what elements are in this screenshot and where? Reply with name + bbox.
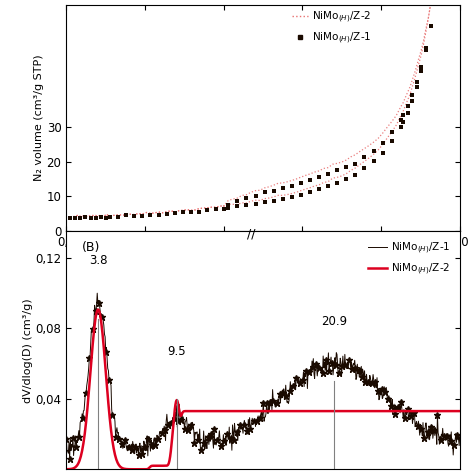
Text: 3.8: 3.8 — [89, 254, 107, 266]
NiMo$_{(H)}$/Z-1 — [94, 291, 100, 296]
Y-axis label: dV/dlog(D) (cm³/g): dV/dlog(D) (cm³/g) — [23, 298, 33, 402]
NiMo$_{(H)}$/Z-1 — [243, 420, 248, 426]
NiMo$_{(H)}$/Z-2 — [297, 408, 302, 414]
Legend: NiMo$_{(H)}$/Z-2, NiMo$_{(H)}$/Z-1: NiMo$_{(H)}$/Z-2, NiMo$_{(H)}$/Z-1 — [288, 5, 375, 50]
Line: NiMo$_{(H)}$/Z-2: NiMo$_{(H)}$/Z-2 — [66, 310, 460, 469]
Line: NiMo$_{(H)}$/Z-1: NiMo$_{(H)}$/Z-1 — [66, 293, 460, 459]
Legend: NiMo$_{(H)}$/Z-1, NiMo$_{(H)}$/Z-2: NiMo$_{(H)}$/Z-1, NiMo$_{(H)}$/Z-2 — [364, 237, 455, 281]
NiMo$_{(H)}$/Z-2 — [95, 307, 101, 312]
NiMo$_{(H)}$/Z-2 — [328, 408, 333, 414]
NiMo$_{(H)}$/Z-1 — [457, 433, 463, 439]
NiMo$_{(H)}$/Z-2 — [166, 460, 172, 466]
Y-axis label: N₂ volume (cm³/g STP): N₂ volume (cm³/g STP) — [34, 55, 44, 182]
NiMo$_{(H)}$/Z-1 — [328, 359, 333, 365]
X-axis label: Relative Pressure (P/P₀): Relative Pressure (P/P₀) — [179, 254, 347, 266]
NiMo$_{(H)}$/Z-2 — [361, 408, 367, 414]
NiMo$_{(H)}$/Z-1 — [166, 421, 172, 427]
NiMo$_{(H)}$/Z-2 — [457, 408, 463, 414]
NiMo$_{(H)}$/Z-1 — [361, 377, 367, 383]
NiMo$_{(H)}$/Z-1 — [297, 380, 302, 386]
Text: 9.5: 9.5 — [167, 345, 186, 358]
NiMo$_{(H)}$/Z-2 — [134, 466, 139, 472]
NiMo$_{(H)}$/Z-2 — [64, 466, 69, 472]
NiMo$_{(H)}$/Z-2 — [141, 466, 147, 472]
NiMo$_{(H)}$/Z-2 — [243, 408, 248, 414]
Text: //: // — [247, 228, 255, 241]
NiMo$_{(H)}$/Z-1 — [64, 437, 69, 442]
Text: (B): (B) — [82, 241, 100, 254]
Text: 20.9: 20.9 — [321, 315, 347, 328]
NiMo$_{(H)}$/Z-1 — [67, 456, 73, 462]
NiMo$_{(H)}$/Z-1 — [135, 447, 140, 452]
